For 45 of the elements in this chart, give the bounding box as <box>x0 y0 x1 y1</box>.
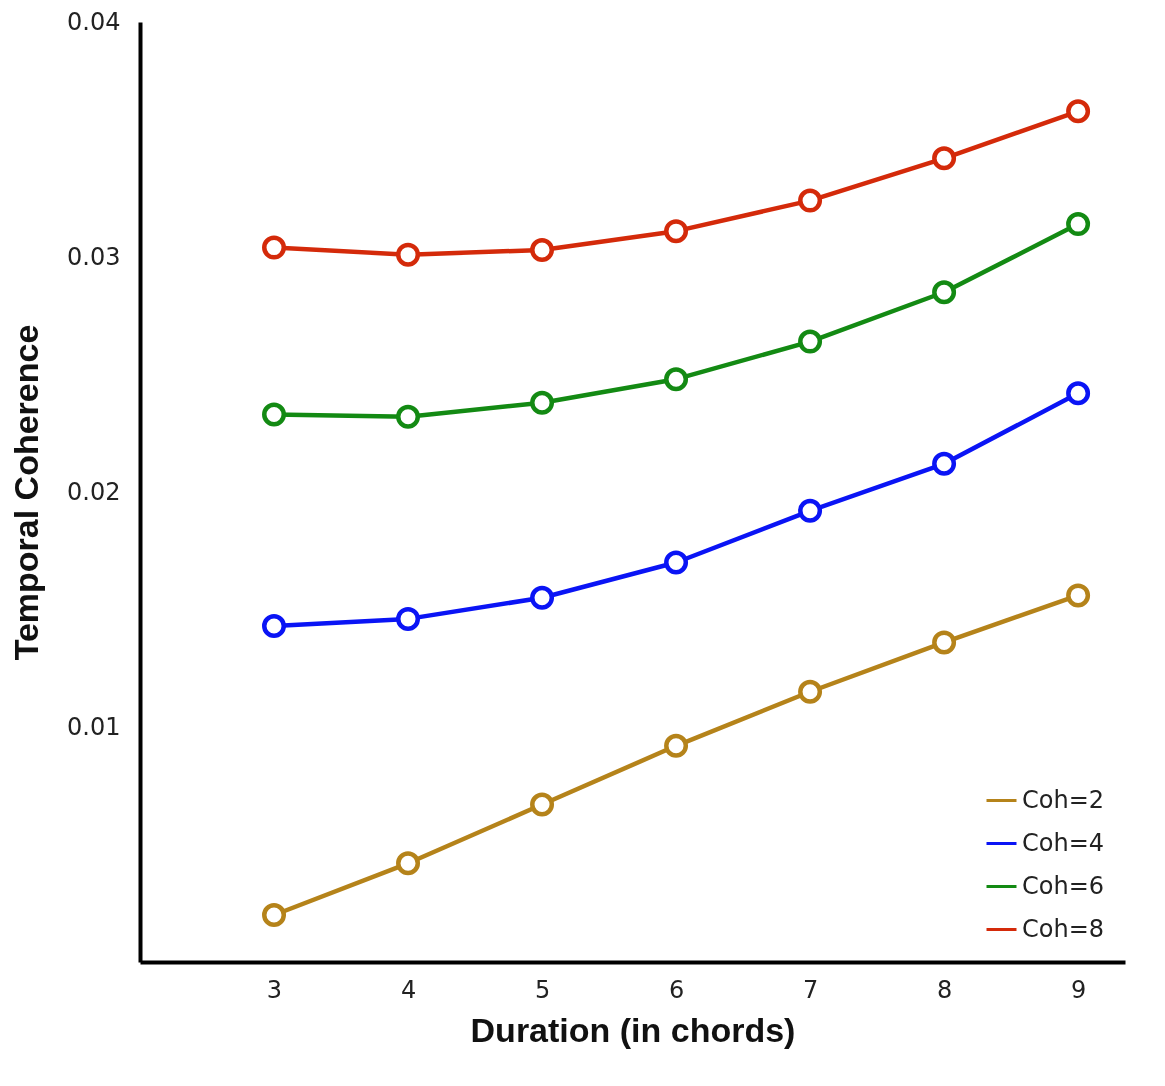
point <box>932 451 957 476</box>
point <box>262 613 287 638</box>
point <box>932 280 957 305</box>
point <box>1066 583 1091 608</box>
point <box>396 606 421 631</box>
y-axis-title: Temporal Coherence <box>7 324 46 661</box>
point <box>798 679 823 704</box>
point <box>664 219 689 244</box>
point <box>1066 381 1091 406</box>
x-tick-label: 5 <box>534 975 551 1004</box>
x-tick-label: 9 <box>1070 975 1087 1004</box>
point <box>798 498 823 523</box>
point <box>798 188 823 213</box>
legend-label: Coh=4 <box>1022 828 1105 857</box>
point <box>530 585 555 610</box>
y-tick-label: 0.01 <box>67 712 121 741</box>
legend-label: Coh=8 <box>1022 914 1105 943</box>
point <box>530 390 555 415</box>
x-axis-title: Duration (in chords) <box>470 1010 796 1049</box>
point <box>262 235 287 260</box>
point <box>1066 212 1091 237</box>
point <box>664 733 689 758</box>
point <box>396 242 421 267</box>
y-tick-label: 0.03 <box>67 242 121 271</box>
x-tick-label: 3 <box>266 975 283 1004</box>
legend-label: Coh=6 <box>1022 871 1105 900</box>
point <box>530 792 555 817</box>
point <box>932 630 957 655</box>
point <box>1066 99 1091 124</box>
x-tick-label: 6 <box>668 975 685 1004</box>
y-tick-label: 0.02 <box>67 477 121 506</box>
point <box>932 146 957 171</box>
point <box>396 851 421 876</box>
point <box>664 550 689 575</box>
x-tick-label: 8 <box>936 975 953 1004</box>
x-tick-label: 4 <box>400 975 417 1004</box>
x-tick-label: 7 <box>802 975 819 1004</box>
point <box>396 404 421 429</box>
y-tick-label: 0.04 <box>67 7 121 36</box>
point <box>664 367 689 392</box>
legend-label: Coh=2 <box>1022 785 1105 814</box>
point <box>262 903 287 927</box>
point <box>530 237 555 262</box>
point <box>262 402 287 427</box>
point <box>798 329 823 354</box>
